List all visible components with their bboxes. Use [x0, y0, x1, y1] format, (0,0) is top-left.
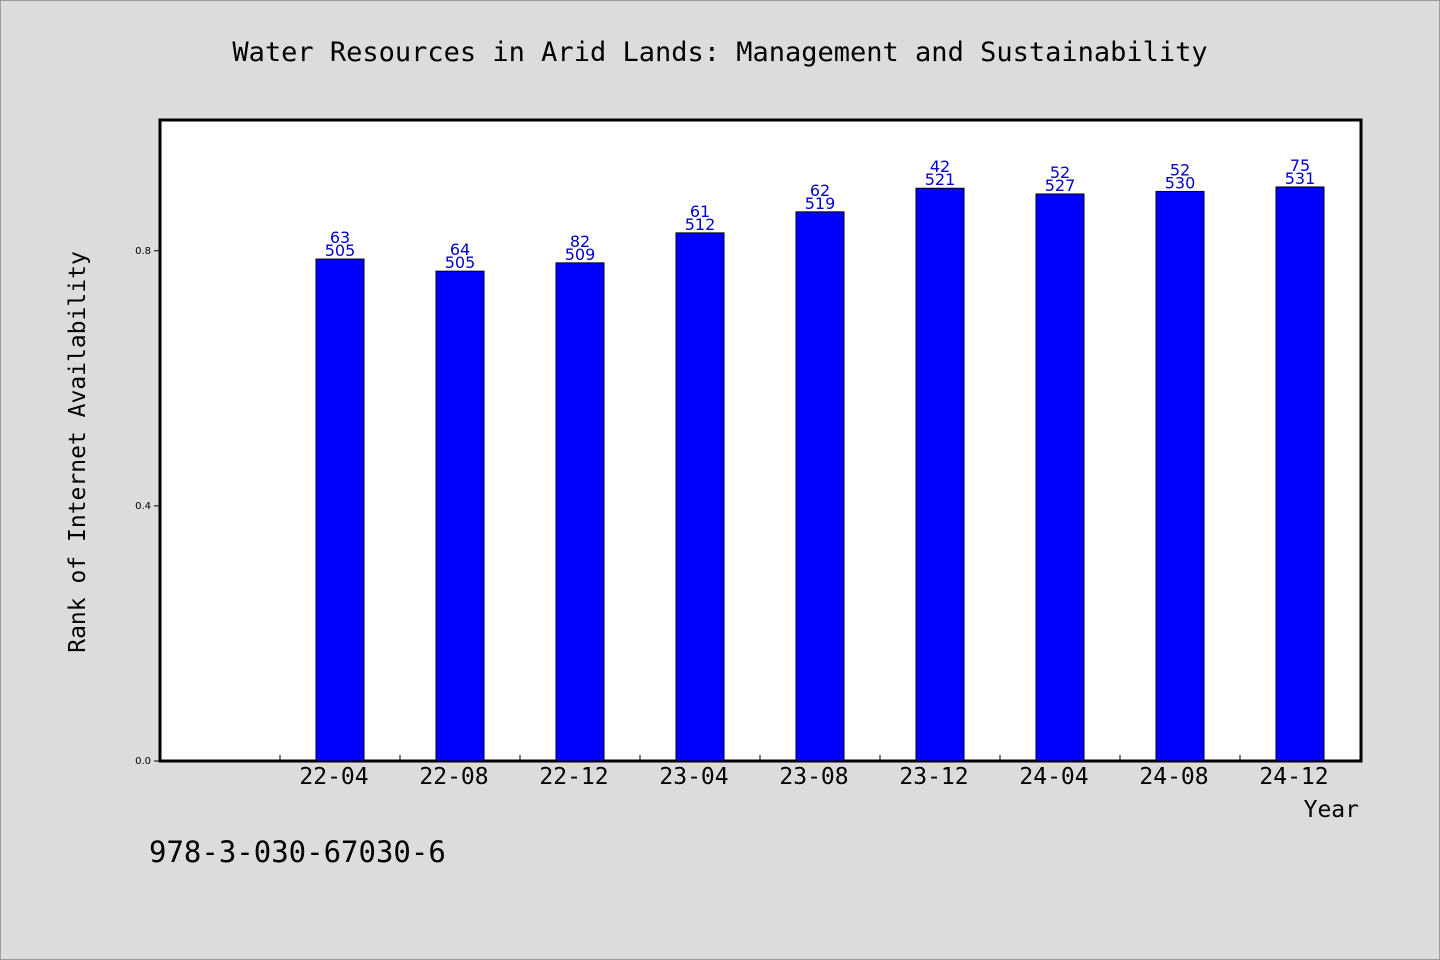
- bar-23-12: [915, 187, 965, 762]
- x-axis: 22-04 22-08 22-12 23-04 23-08 23-12 24-04 24-08…: [279, 755, 1329, 790]
- x-tick-label: 22-12: [539, 764, 608, 790]
- x-tick-label: 22-04: [299, 764, 368, 790]
- bar-24-04: [1035, 193, 1085, 762]
- y-axis: 0.0 0.4 0.8: [135, 246, 160, 767]
- bar-label-top: 75: [1290, 156, 1310, 175]
- bar-label-top: 61: [690, 202, 710, 221]
- isbn-text: 978-3-030-67030-6: [149, 835, 446, 869]
- x-tick-label: 24-08: [1139, 764, 1208, 790]
- bar-label-top: 63: [330, 228, 350, 247]
- bar-label-bottom: 505: [325, 241, 356, 260]
- bar-22-04: [315, 258, 365, 762]
- bar-label-bottom: 512: [685, 215, 716, 234]
- bar-label-top: 62: [810, 181, 830, 200]
- bar-label-top: 52: [1050, 163, 1070, 182]
- bar-22-08: [435, 270, 485, 762]
- x-tick-label: 23-08: [779, 764, 848, 790]
- bars-group: [315, 186, 1325, 762]
- x-axis-label: Year: [1304, 797, 1359, 823]
- chart-title: Water Resources in Arid Lands: Managemen…: [232, 37, 1207, 68]
- y-tick-label: 0.0: [135, 756, 151, 767]
- x-tick-label: 24-12: [1259, 764, 1328, 790]
- bar-label-bottom: 509: [565, 245, 596, 264]
- x-tick-label: 23-04: [659, 764, 728, 790]
- bar-label-top: 52: [1170, 160, 1190, 179]
- bar-label-top: 64: [450, 240, 470, 259]
- bar-24-12: [1275, 186, 1325, 762]
- x-tick-label: 23-12: [899, 764, 968, 790]
- bar-label-bottom: 531: [1285, 169, 1316, 188]
- y-tick-label: 0.8: [135, 246, 151, 257]
- bar-label-top: 42: [930, 157, 950, 176]
- bar-label-top: 82: [570, 232, 590, 251]
- bar-label-bottom: 521: [925, 170, 956, 189]
- y-axis-label: Rank of Internet Availability: [65, 251, 91, 653]
- x-tick-label: 24-04: [1019, 764, 1088, 790]
- bar-24-08: [1155, 190, 1205, 762]
- x-tick-label: 22-08: [419, 764, 488, 790]
- bar-label-bottom: 505: [445, 253, 476, 272]
- bar-label-bottom: 527: [1045, 176, 1076, 195]
- y-tick-label: 0.4: [135, 501, 151, 512]
- bar-23-08: [795, 211, 845, 762]
- bar-22-12: [555, 262, 605, 762]
- bar-label-bottom: 519: [805, 194, 836, 213]
- bar-label-bottom: 530: [1165, 173, 1196, 192]
- bar-23-04: [675, 232, 725, 762]
